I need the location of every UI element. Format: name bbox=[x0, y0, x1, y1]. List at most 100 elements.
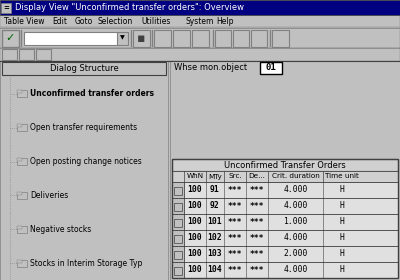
Bar bbox=[17, 226, 22, 229]
Bar bbox=[17, 158, 27, 165]
Bar bbox=[0, 28, 400, 48]
Bar bbox=[17, 90, 27, 97]
Text: De...: De... bbox=[248, 174, 266, 179]
Bar bbox=[133, 30, 150, 47]
Text: ***: *** bbox=[250, 202, 264, 211]
Bar bbox=[36, 49, 51, 60]
Bar bbox=[0, 48, 400, 61]
Bar bbox=[215, 30, 231, 47]
Text: 4.000: 4.000 bbox=[283, 265, 308, 274]
Bar bbox=[173, 30, 190, 47]
Bar bbox=[172, 246, 398, 262]
Text: ***: *** bbox=[228, 249, 242, 258]
Bar bbox=[2, 62, 166, 75]
Bar bbox=[172, 159, 398, 278]
Text: Display View "Unconfirmed transfer orders": Overview: Display View "Unconfirmed transfer order… bbox=[15, 3, 244, 12]
Text: Open posting change notices: Open posting change notices bbox=[30, 157, 142, 166]
Bar bbox=[1, 3, 11, 13]
Bar bbox=[233, 30, 249, 47]
Bar bbox=[172, 230, 184, 246]
Bar bbox=[17, 192, 22, 195]
Bar bbox=[24, 32, 119, 45]
Text: 102: 102 bbox=[208, 234, 222, 242]
Bar bbox=[170, 61, 400, 280]
Text: ***: *** bbox=[250, 234, 264, 242]
Text: Unconfirmed Transfer Orders: Unconfirmed Transfer Orders bbox=[224, 160, 346, 169]
Text: Whse mon.object: Whse mon.object bbox=[174, 64, 247, 73]
Bar bbox=[17, 192, 27, 199]
Bar bbox=[174, 187, 182, 195]
Text: 01: 01 bbox=[266, 64, 276, 73]
Text: Time unit: Time unit bbox=[325, 174, 359, 179]
Bar bbox=[172, 159, 398, 171]
Text: 4.000: 4.000 bbox=[283, 202, 308, 211]
Bar bbox=[17, 90, 22, 94]
Bar bbox=[172, 182, 398, 198]
Bar bbox=[17, 124, 27, 131]
Text: 100: 100 bbox=[188, 265, 202, 274]
Text: ***: *** bbox=[228, 234, 242, 242]
Text: 100: 100 bbox=[188, 202, 202, 211]
Text: Deliveries: Deliveries bbox=[30, 191, 68, 200]
Text: 2.000: 2.000 bbox=[283, 249, 308, 258]
Text: WhN: WhN bbox=[186, 174, 204, 179]
Bar bbox=[17, 260, 27, 267]
Text: ***: *** bbox=[250, 265, 264, 274]
Bar bbox=[154, 30, 171, 47]
Text: Open transfer requirements: Open transfer requirements bbox=[30, 123, 137, 132]
Text: ✓: ✓ bbox=[6, 33, 15, 43]
Text: 100: 100 bbox=[188, 218, 202, 227]
Text: H: H bbox=[340, 249, 344, 258]
Text: 100: 100 bbox=[188, 186, 202, 195]
Text: 103: 103 bbox=[208, 249, 222, 258]
Text: 4.000: 4.000 bbox=[283, 234, 308, 242]
Bar bbox=[17, 124, 22, 127]
Text: ***: *** bbox=[228, 186, 242, 195]
Text: Edit: Edit bbox=[52, 17, 67, 25]
Bar bbox=[172, 246, 184, 262]
Text: 100: 100 bbox=[188, 234, 202, 242]
Bar bbox=[17, 260, 22, 263]
Text: Dialog Structure: Dialog Structure bbox=[50, 64, 118, 73]
Text: Crit. duration: Crit. duration bbox=[272, 174, 319, 179]
Text: 100: 100 bbox=[188, 249, 202, 258]
Text: Utilities: Utilities bbox=[142, 17, 171, 25]
Text: Negative stocks: Negative stocks bbox=[30, 225, 91, 234]
Text: H: H bbox=[340, 186, 344, 195]
Text: ▼: ▼ bbox=[120, 36, 124, 41]
Text: H: H bbox=[340, 234, 344, 242]
Bar bbox=[174, 251, 182, 259]
Text: Src.: Src. bbox=[228, 174, 242, 179]
Bar bbox=[172, 214, 398, 230]
Bar bbox=[172, 230, 398, 246]
Text: 104: 104 bbox=[208, 265, 222, 274]
Bar bbox=[19, 49, 34, 60]
Text: H: H bbox=[340, 202, 344, 211]
Text: =: = bbox=[3, 5, 9, 11]
Bar bbox=[0, 0, 400, 15]
Text: 1.000: 1.000 bbox=[283, 218, 308, 227]
Bar bbox=[0, 15, 400, 27]
Bar bbox=[172, 171, 398, 182]
Text: ***: *** bbox=[250, 186, 264, 195]
Text: 92: 92 bbox=[210, 202, 220, 211]
Bar bbox=[174, 219, 182, 227]
Bar bbox=[251, 30, 267, 47]
Bar bbox=[117, 32, 128, 45]
Bar bbox=[174, 267, 182, 275]
Bar bbox=[192, 30, 209, 47]
Text: ***: *** bbox=[250, 249, 264, 258]
Text: ***: *** bbox=[250, 218, 264, 227]
Text: Table View: Table View bbox=[4, 17, 44, 25]
Text: Help: Help bbox=[216, 17, 234, 25]
Bar bbox=[260, 62, 282, 74]
Bar bbox=[172, 198, 398, 214]
Bar bbox=[272, 30, 289, 47]
Bar bbox=[172, 262, 398, 278]
Bar bbox=[17, 158, 22, 161]
Bar bbox=[17, 226, 27, 233]
Bar bbox=[172, 214, 184, 230]
Text: ***: *** bbox=[228, 202, 242, 211]
Text: H: H bbox=[340, 218, 344, 227]
Text: Unconfirmed transfer orders: Unconfirmed transfer orders bbox=[30, 89, 154, 98]
